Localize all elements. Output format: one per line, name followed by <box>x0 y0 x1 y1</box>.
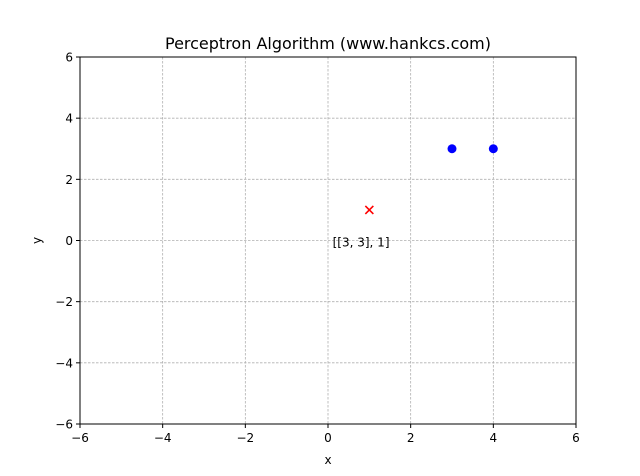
grid <box>79 56 577 425</box>
x-tick-label: −6 <box>71 431 89 445</box>
y-tick-label: 4 <box>65 112 73 126</box>
y-tick-label: 6 <box>65 51 73 65</box>
chart-title: Perceptron Algorithm (www.hankcs.com) <box>165 34 491 53</box>
y-tick-label: −2 <box>55 295 73 309</box>
data-point <box>488 144 498 154</box>
annotation-label: [[3, 3], 1] <box>333 236 390 250</box>
data-point <box>447 144 457 154</box>
annotations: [[3, 3], 1] <box>333 236 390 250</box>
y-axis-label: y <box>30 237 44 244</box>
x-tick-label: 0 <box>324 431 332 445</box>
x-axis-label: x <box>324 453 331 467</box>
axis-ticks: −6 −4 −2 0 2 4 6 −6 −4 −2 0 2 4 6 <box>55 51 580 446</box>
x-tick-label: 6 <box>572 431 580 445</box>
x-tick-label: −4 <box>154 431 172 445</box>
x-marker-stroke <box>364 205 374 215</box>
y-tick-label: −6 <box>55 418 73 432</box>
plot-frame <box>79 56 577 425</box>
x-tick-label: 4 <box>490 431 498 445</box>
data-point <box>364 205 374 215</box>
y-tick-label: −4 <box>55 356 73 370</box>
x-tick-label: −2 <box>236 431 254 445</box>
y-tick-label: 2 <box>65 173 73 187</box>
x-tick-label: 2 <box>407 431 415 445</box>
data-points <box>364 144 498 215</box>
y-tick-label: 0 <box>65 234 73 248</box>
